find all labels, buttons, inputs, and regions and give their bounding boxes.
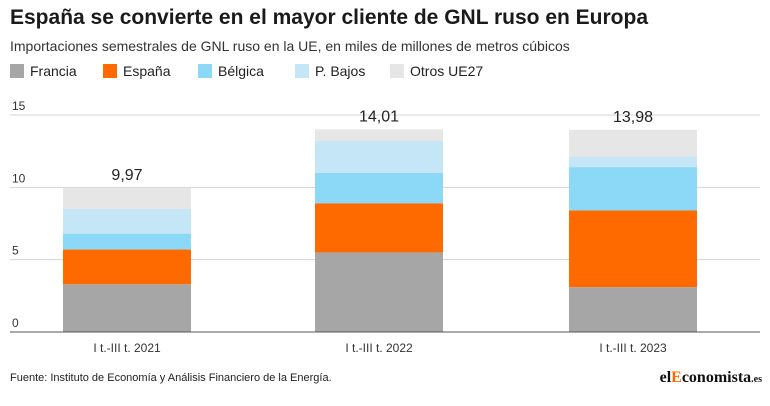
legend-item-belgica: Bélgica [198,62,264,80]
bar-total-label: 13,98 [613,109,653,126]
bar-segment-otros-ue27 [63,187,191,210]
bar-segment-espa-a [63,249,191,285]
chart-title: España se convierte en el mayor cliente … [10,6,648,29]
legend-label-belgica: Bélgica [218,63,264,79]
legend-swatch-belgica [198,64,212,78]
legend-item-espana: España [103,62,170,80]
legend-label-otros-ue27: Otros UE27 [410,63,484,79]
bar-segment-b-lgica [569,167,697,211]
legend-item-p-bajos: P. Bajos [295,62,365,80]
legend-swatch-francia [10,64,24,78]
bar-segment-francia [569,287,697,332]
x-tick-label: I t.-III t. 2023 [599,341,667,355]
bar-segment-espa-a [315,203,443,253]
y-tick-label: 5 [12,244,19,258]
bar-segment-p-bajos [315,141,443,173]
source-note: Fuente: Instituto de Economía y Análisis… [10,372,332,384]
chart-subtitle: Importaciones semestrales de GNL ruso en… [10,38,570,54]
legend-swatch-otros-ue27 [390,64,404,78]
legend-item-francia: Francia [10,62,77,80]
y-tick-label: 0 [12,316,19,330]
bar-segment-espa-a [569,210,697,288]
legend-label-espana: España [123,63,171,79]
brand-logo: elEconomista.es [659,369,762,386]
legend-label-francia: Francia [30,63,77,79]
bar-segment-otros-ue27 [315,129,443,142]
bar-total-label: 9,97 [111,167,142,184]
legend-swatch-p-bajos [295,64,309,78]
y-tick-label: 10 [12,171,26,185]
bar-segment-b-lgica [63,233,191,250]
legend-label-p-bajos: P. Bajos [315,63,366,79]
bar-segment-p-bajos [569,156,697,168]
legend-swatch-espana [103,64,117,78]
bar-total-label: 14,01 [359,108,399,125]
bar-segment-otros-ue27 [569,129,697,157]
bar-segment-p-bajos [63,209,191,234]
bar-segment-b-lgica [315,172,443,204]
legend-item-otros-ue27: Otros UE27 [390,62,483,80]
x-tick-label: I t.-III t. 2022 [345,341,413,355]
y-tick-label: 15 [12,99,26,113]
bar-segment-francia [315,252,443,332]
x-tick-label: I t.-III t. 2021 [93,341,161,355]
bar-segment-francia [63,284,191,332]
